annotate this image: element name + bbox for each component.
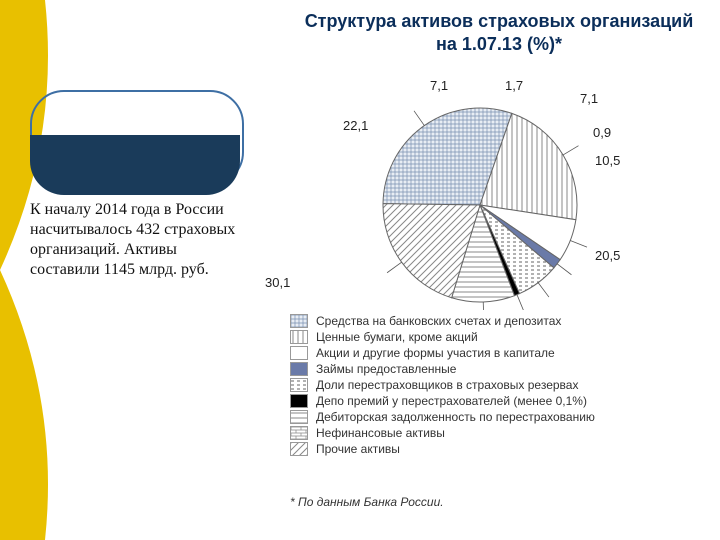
legend-item: Средства на банковских счетах и депозита… <box>290 314 720 328</box>
legend-item: Акции и другие формы участия в капитале <box>290 346 720 360</box>
legend: Средства на банковских счетах и депозита… <box>290 312 720 458</box>
legend-swatch <box>290 426 308 440</box>
legend-item: Займы предоставленные <box>290 362 720 376</box>
legend-label: Дебиторская задолженность по перестрахов… <box>316 410 595 424</box>
legend-label: Займы предоставленные <box>316 362 456 376</box>
pie-chart: 30,122,17,11,77,10,910,520,5 <box>315 80 655 310</box>
callout-fill <box>30 135 240 195</box>
slice-label: 1,7 <box>505 78 523 93</box>
legend-swatch <box>290 314 308 328</box>
legend-swatch <box>290 346 308 360</box>
slice-label: 7,1 <box>580 91 598 106</box>
title-line1: Структура активов страховых организаций <box>274 10 720 33</box>
legend-label: Прочие активы <box>316 442 400 456</box>
legend-item: Депо премий у перестрахователей (менее 0… <box>290 394 720 408</box>
legend-item: Дебиторская задолженность по перестрахов… <box>290 410 720 424</box>
slice-label: 0,9 <box>593 125 611 140</box>
legend-item: Доли перестраховщиков в страховых резерв… <box>290 378 720 392</box>
title-line2: на 1.07.13 (%)* <box>274 33 720 56</box>
legend-label: Нефинансовые активы <box>316 426 445 440</box>
chart-title: Структура активов страховых организаций … <box>274 10 720 57</box>
legend-swatch <box>290 410 308 424</box>
body-text: К началу 2014 года в России насчитывалос… <box>30 200 240 280</box>
footnote: * По данным Банка России. <box>290 495 444 509</box>
legend-label: Акции и другие формы участия в капитале <box>316 346 555 360</box>
legend-label: Доли перестраховщиков в страховых резерв… <box>316 378 578 392</box>
legend-swatch <box>290 378 308 392</box>
slice-label: 30,1 <box>265 275 290 290</box>
slice-label: 10,5 <box>595 153 620 168</box>
slice-label: 20,5 <box>595 248 620 263</box>
legend-swatch <box>290 442 308 456</box>
legend-swatch <box>290 362 308 376</box>
legend-label: Депо премий у перестрахователей (менее 0… <box>316 394 587 408</box>
legend-swatch <box>290 330 308 344</box>
slice-label: 22,1 <box>343 118 368 133</box>
legend-label: Ценные бумаги, кроме акций <box>316 330 478 344</box>
legend-item: Нефинансовые активы <box>290 426 720 440</box>
legend-item: Прочие активы <box>290 442 720 456</box>
legend-item: Ценные бумаги, кроме акций <box>290 330 720 344</box>
slice-label: 7,1 <box>430 78 448 93</box>
legend-label: Средства на банковских счетах и депозита… <box>316 314 561 328</box>
legend-swatch <box>290 394 308 408</box>
